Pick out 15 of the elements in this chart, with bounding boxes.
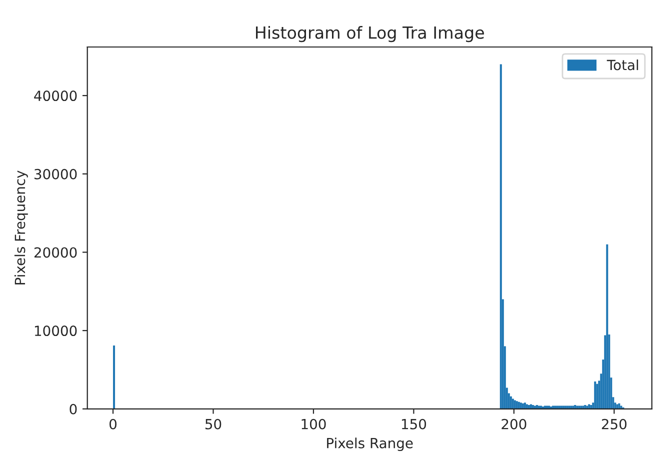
y-tick-label: 0 — [70, 404, 77, 414]
chart-title: Histogram of Log Tra Image — [256, 26, 484, 42]
y-axis-title: Pixels Frequency — [14, 170, 28, 284]
x-tick-label: 50 — [205, 418, 222, 430]
x-tick-label: 100 — [302, 418, 326, 430]
x-tick-label: 250 — [602, 418, 626, 430]
y-tick-label: 10000 — [34, 326, 77, 336]
x-axis-title: Pixels Range — [327, 438, 413, 452]
y-tick-label: 20000 — [34, 247, 77, 258]
x-tick-label: 200 — [502, 418, 526, 430]
y-tick-label: 30000 — [34, 168, 77, 180]
x-tick-label: 150 — [402, 418, 426, 430]
x-tick-label: 0 — [110, 418, 117, 430]
legend-label: Total — [606, 60, 638, 70]
y-tick-label: 40000 — [34, 90, 77, 102]
